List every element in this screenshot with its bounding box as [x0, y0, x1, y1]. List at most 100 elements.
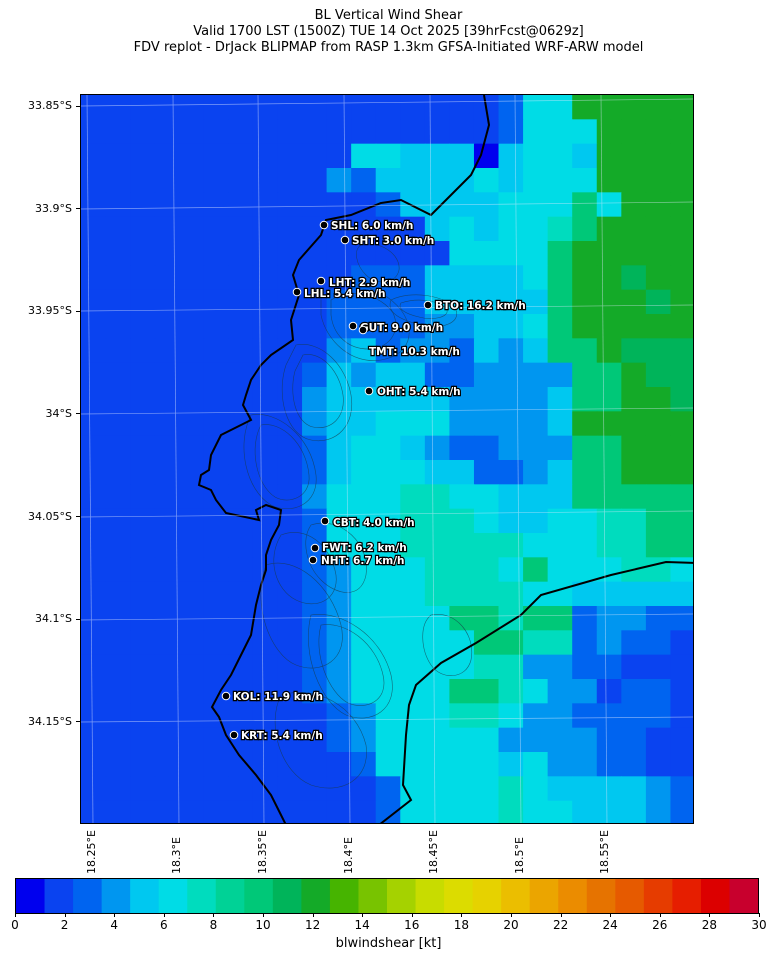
shear-cell [596, 533, 622, 558]
shear-cell [252, 411, 279, 437]
shear-cell [203, 776, 229, 802]
shear-cell [228, 630, 254, 656]
shear-cell [375, 338, 401, 364]
shear-cell [105, 314, 131, 339]
shear-cell [449, 143, 475, 169]
shear-cell [277, 192, 303, 218]
shear-cell [81, 362, 107, 388]
shear-cell [621, 606, 647, 631]
shear-cell [523, 727, 549, 753]
shear-cell [473, 387, 500, 412]
shear-cell [179, 265, 205, 291]
station-marker-lhl[interactable] [292, 287, 302, 297]
shear-cell [179, 508, 205, 534]
station-marker-krt[interactable] [229, 730, 239, 740]
shear-cell [179, 606, 205, 631]
lon-label-18.35: 18.35°E [256, 830, 269, 874]
shear-cell [523, 679, 549, 704]
shear-cell [154, 314, 180, 339]
shear-cell [473, 703, 500, 729]
shear-cell [203, 119, 229, 145]
shear-cell [523, 800, 549, 823]
shear-cell [302, 119, 328, 145]
shear-cell [375, 435, 401, 461]
shear-cell [498, 362, 524, 388]
shear-cell [228, 95, 254, 120]
shear-cell [81, 192, 107, 218]
station-label-bto: BTO: 16.2 km/h [435, 300, 526, 312]
shear-cell [670, 338, 693, 364]
station-marker-lht[interactable] [316, 276, 326, 286]
colorbar-tick [560, 913, 562, 917]
shear-cell [400, 533, 426, 558]
wind-shear-map[interactable]: SHL: 6.0 km/h SHT: 3.0 km/h LHT: 2.9 km/h L… [80, 94, 694, 824]
station-marker-tmt[interactable] [358, 325, 368, 335]
station-marker-cbt[interactable] [320, 516, 330, 526]
model-source: FDV replot - DrJack BLIPMAP from RASP 1.… [133, 40, 644, 55]
shear-cell [179, 192, 205, 218]
shear-cell [130, 484, 156, 510]
graticule [81, 95, 693, 823]
shear-cell [351, 557, 377, 583]
station-marker-oht[interactable] [364, 386, 374, 396]
shear-cell [670, 508, 693, 534]
shear-cell [130, 800, 156, 823]
shear-cell [228, 265, 254, 291]
shear-cell [547, 654, 573, 680]
shear-cell [572, 119, 598, 145]
shear-cell [670, 435, 693, 461]
station-marker-nht[interactable] [308, 555, 318, 565]
colorbar-swatches [16, 879, 759, 913]
shear-cell [375, 508, 401, 534]
shear-cell [547, 265, 573, 291]
shear-cell [670, 362, 693, 388]
shear-cell [449, 241, 475, 266]
shear-cell [498, 387, 524, 412]
shear-cell [645, 289, 672, 315]
shear-cell [572, 216, 598, 242]
shear-cell [105, 338, 131, 364]
shear-cell [596, 192, 622, 218]
shear-cell [351, 727, 377, 753]
colorbar-swatch [586, 879, 616, 913]
shear-cell [449, 119, 475, 145]
shear-cell [449, 289, 475, 315]
shear-cell [547, 533, 573, 558]
station-marker-bto[interactable] [423, 300, 433, 310]
shear-cell [670, 727, 693, 753]
shear-cell [277, 435, 303, 461]
station-marker-kol[interactable] [221, 691, 231, 701]
shear-cell [252, 168, 279, 193]
colorbar-swatch [272, 879, 302, 913]
shear-cell [596, 338, 622, 364]
shear-cell [547, 508, 573, 534]
shear-cell [252, 800, 279, 823]
shear-cell [105, 192, 131, 218]
station-marker-shl[interactable] [319, 220, 329, 230]
shear-cell [596, 752, 622, 777]
shear-cell [523, 435, 549, 461]
shear-cell [572, 508, 598, 534]
shear-cell [670, 289, 693, 315]
station-marker-fwt[interactable] [310, 543, 320, 553]
station-marker-gut[interactable] [348, 321, 358, 331]
shear-cell [424, 119, 450, 145]
shear-cell [203, 314, 229, 339]
shear-cell [645, 581, 672, 607]
lat-label-34.05: 34.05°S [28, 510, 72, 523]
shear-cell [252, 95, 279, 120]
station-marker-sht[interactable] [340, 235, 350, 245]
shear-cell [547, 95, 573, 120]
shear-cell [351, 168, 377, 193]
shear-cell [252, 435, 279, 461]
colorbar-tick [213, 913, 215, 917]
shear-cell [523, 95, 549, 120]
shear-cell [130, 752, 156, 777]
shear-cell [375, 630, 401, 656]
shear-cell [375, 119, 401, 145]
shear-cell [203, 241, 229, 266]
shear-cell [645, 800, 672, 823]
shear-cell [277, 533, 303, 558]
colorbar-swatch [529, 879, 559, 913]
lon-label-18.5: 18.5°E [513, 837, 526, 874]
